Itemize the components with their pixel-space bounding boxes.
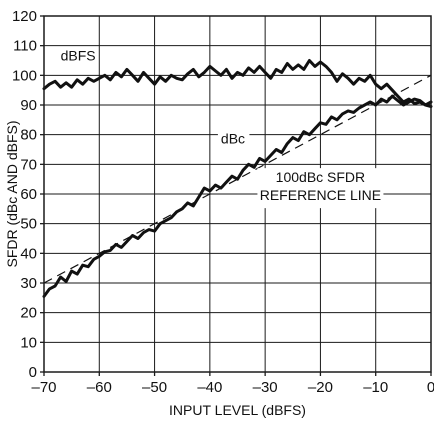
reference-line-label-bg [257, 168, 384, 209]
annotations: dBFS dBc 100dBc SFDR REFERENCE LINE [57, 46, 384, 209]
reference-line [43, 74, 432, 284]
series-label-bg [57, 46, 98, 65]
x-tick-label: –40 [197, 379, 222, 396]
x-tick-label: –60 [87, 379, 112, 396]
y-tick-label: 70 [20, 156, 37, 173]
reference-line-label: REFERENCE LINE [260, 187, 381, 203]
y-tick-label: 100 [12, 67, 37, 84]
x-tick-label: –70 [31, 379, 56, 396]
series-label-dbc: dBc [221, 131, 245, 147]
y-tick-label: 60 [20, 186, 37, 203]
x-tick-label: –20 [308, 379, 333, 396]
x-tick-label: –30 [253, 379, 278, 396]
ticks [40, 15, 432, 376]
reference-line-group [43, 74, 432, 284]
y-tick-label: 10 [20, 334, 37, 351]
x-tick-label: –50 [142, 379, 167, 396]
series-group [42, 59, 433, 298]
y-axis-title: SFDR (dBc AND dBFS) [4, 120, 20, 267]
y-tick-label: 120 [12, 8, 37, 25]
y-tick-label: 30 [20, 275, 37, 292]
series-label-dbfs: dBFS [61, 48, 96, 64]
series-line-dbc [42, 94, 433, 298]
reference-line-label: 100dBc SFDR [276, 169, 365, 185]
x-tick-label: –10 [363, 379, 388, 396]
y-tick-label: 50 [20, 216, 37, 233]
y-tick-label: 110 [13, 38, 37, 55]
x-tick-labels: –70 –60 –50 –40 –30 –20 –10 0 [31, 379, 434, 396]
x-tick-label: 0 [427, 379, 434, 396]
y-tick-label: 80 [20, 127, 37, 144]
y-tick-label: 20 [20, 305, 37, 322]
series-line-dbfs [42, 59, 433, 108]
y-tick-labels: 0 10 20 30 40 50 60 70 80 90 100 110 120 [12, 8, 37, 381]
y-tick-label: 40 [20, 245, 37, 262]
y-tick-label: 90 [20, 97, 37, 114]
y-tick-label: 0 [29, 364, 37, 381]
x-axis-title: INPUT LEVEL (dBFS) [169, 402, 306, 418]
series-label-bg [217, 129, 250, 148]
